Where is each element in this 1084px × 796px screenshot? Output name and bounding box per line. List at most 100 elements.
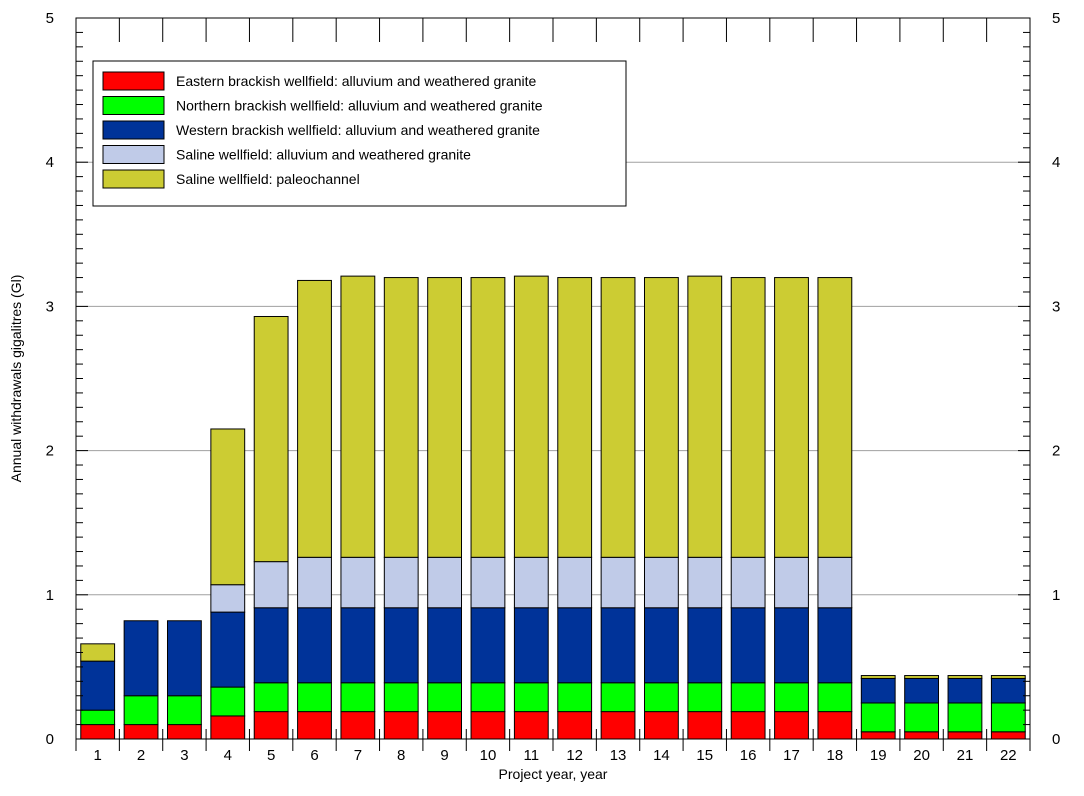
bar-segment [470, 682, 506, 713]
bar-segment [340, 275, 376, 558]
bar-segment [80, 660, 116, 711]
bar-segment [470, 556, 506, 609]
bar-segment [990, 731, 1026, 740]
bar-segment [817, 711, 853, 740]
bar-segment [166, 620, 202, 697]
legend-swatch [102, 71, 165, 91]
bar-segment [600, 277, 636, 558]
bar-segment [253, 561, 289, 609]
x-tick-label: 11 [524, 747, 540, 764]
y-tick-label-left: 2 [46, 443, 54, 460]
y-tick-label-left: 3 [46, 298, 54, 315]
bar-segment [253, 711, 289, 740]
x-tick-label: 3 [180, 747, 188, 764]
bar-segment [557, 277, 593, 558]
bar-segment [557, 711, 593, 740]
bar-segment [210, 584, 246, 613]
bar-segment [253, 607, 289, 684]
x-tick-label: 1 [94, 747, 102, 764]
bar-segment [513, 682, 549, 713]
bar-segment [730, 607, 766, 684]
bar-segment [643, 277, 679, 558]
legend-label: Saline wellfield: alluvium and weathered… [176, 147, 471, 163]
bar-segment [774, 711, 809, 740]
bar-segment [643, 556, 679, 609]
bar-segment [513, 275, 549, 558]
bar-segment [817, 556, 853, 609]
bar-segment [730, 556, 766, 609]
y-tick-label-left: 5 [46, 10, 54, 27]
bar-segment [383, 607, 419, 684]
bar-segment [730, 711, 766, 740]
legend-label: Saline wellfield: paleochannel [176, 171, 360, 187]
x-tick-label: 16 [740, 747, 757, 764]
y-tick-label-right: 0 [1052, 731, 1060, 748]
x-tick-label: 9 [440, 747, 448, 764]
bar-segment [513, 556, 549, 609]
bar-segment [817, 277, 853, 558]
bar-segment [297, 279, 332, 558]
bar-segment [904, 677, 940, 704]
bar-segment [557, 607, 593, 684]
bar-segment [383, 556, 419, 609]
bar-segment [340, 682, 376, 713]
legend-label: Western brackish wellfield: alluvium and… [176, 122, 540, 138]
bar-segment [774, 607, 809, 684]
bar-segment [340, 556, 376, 609]
bar-segment [383, 277, 419, 558]
x-tick-label: 15 [696, 747, 713, 764]
bar-segment [774, 277, 809, 558]
bar-segment [427, 607, 463, 684]
x-tick-label: 20 [913, 747, 930, 764]
x-tick-label: 14 [653, 747, 670, 764]
x-tick-label: 2 [137, 747, 145, 764]
bar-segment [166, 695, 202, 726]
bar-segment [297, 711, 332, 740]
bar-segment [340, 711, 376, 740]
bar-segment [904, 702, 940, 733]
legend-label: Eastern brackish wellfield: alluvium and… [176, 73, 537, 89]
bar-segment [123, 620, 159, 697]
bar-segment [947, 731, 983, 740]
x-tick-label: 22 [1000, 747, 1017, 764]
legend-box [92, 60, 627, 207]
bar-segment [297, 556, 332, 609]
legend-label: Northern brackish wellfield: alluvium an… [176, 98, 543, 114]
bar-segment [643, 711, 679, 740]
bar-segment [123, 724, 159, 740]
bar-segment [860, 677, 896, 704]
bar-segment [427, 277, 463, 558]
bar-segment [600, 682, 636, 713]
bar-segment [643, 682, 679, 713]
bar-segment [80, 643, 116, 662]
y-tick-label-right: 1 [1052, 587, 1060, 604]
x-tick-label: 4 [224, 747, 232, 764]
bar-segment [687, 682, 723, 713]
bar-segment [990, 675, 1026, 679]
bar-segment [513, 711, 549, 740]
bar-segment [557, 556, 593, 609]
legend: Eastern brackish wellfield: alluvium and… [92, 60, 627, 207]
bar-segment [860, 702, 896, 733]
bar-segment [730, 277, 766, 558]
x-tick-label: 10 [480, 747, 497, 764]
bar-segment [860, 731, 896, 740]
bar-segment [600, 711, 636, 740]
bar-segment [80, 724, 116, 740]
bar-segment [557, 682, 593, 713]
bar-segment [253, 315, 289, 563]
bar-segment [166, 724, 202, 740]
bar-segment [774, 556, 809, 609]
x-tick-label: 13 [610, 747, 627, 764]
y-tick-label-right: 5 [1052, 10, 1060, 27]
bar-segment [470, 277, 506, 558]
bar-segment [687, 556, 723, 609]
legend-swatch [102, 169, 165, 189]
bar-segment [817, 607, 853, 684]
bar-segment [340, 607, 376, 684]
bar-segment [210, 715, 246, 740]
bar-segment [210, 686, 246, 717]
bar-segment [470, 607, 506, 684]
x-tick-label: 19 [870, 747, 887, 764]
